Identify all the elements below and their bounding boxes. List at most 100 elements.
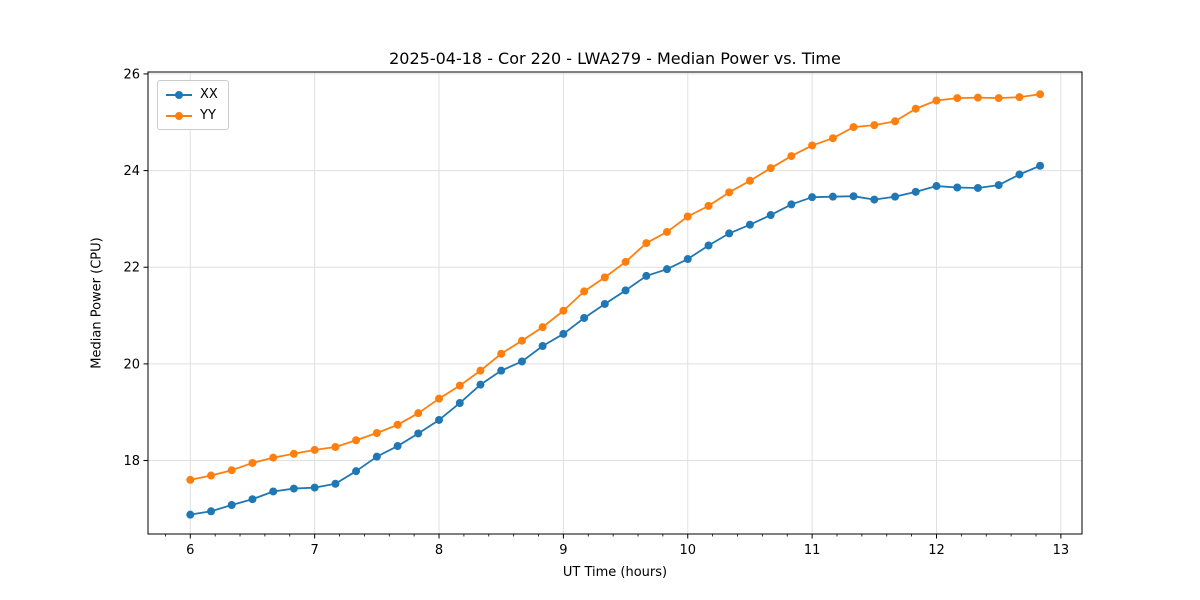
series-yy-marker [870,121,879,130]
series-yy-marker [580,287,589,296]
x-tick-label: 7 [311,543,319,558]
series-yy-marker [289,449,298,458]
series-xx-marker [911,187,920,196]
series-xx-line [190,164,1041,516]
series-xx-marker [414,429,423,438]
series-yy-marker [600,273,609,282]
series-yy-marker [248,458,257,467]
series-xx-marker [828,192,837,201]
series-yy-marker [352,436,361,445]
series-xx-marker [766,211,775,220]
series-xx-marker [559,329,568,338]
series-xx-marker [870,195,879,204]
series-yy-marker [269,453,278,462]
legend-label-xx: XX [200,87,218,102]
series-yy-marker [227,466,236,475]
series-yy-marker [642,239,651,248]
series-xx-marker [331,479,340,488]
series-yy-marker [828,134,837,143]
legend-label-yy: YY [200,108,216,123]
series-yy-marker [559,306,568,315]
series-xx-marker [1015,170,1024,179]
series-yy-marker [994,94,1003,103]
y-axis-label: Median Power (CPU) [89,237,105,369]
series-xx-marker [435,415,444,424]
series-xx-marker [352,467,361,476]
x-tick-label: 6 [186,543,194,558]
series-xx-marker [642,271,651,280]
series-xx-marker [932,182,941,191]
series-yy-marker [808,141,817,150]
series-xx-marker [745,220,754,229]
chart-title: 2025-04-18 - Cor 220 - LWA279 - Median P… [389,49,841,68]
series-xx-marker [662,265,671,274]
series-xx-marker [787,200,796,209]
series-yy-marker [745,176,754,185]
series-xx-marker [227,501,236,510]
series-yy-marker [891,117,900,126]
series-xx-marker [973,183,982,192]
series-xx-marker [248,495,257,504]
series-xx-marker [621,286,630,295]
series-xx-marker [891,192,900,201]
series-yy-marker [787,152,796,161]
series-yy-marker [911,104,920,113]
y-tick-label: 20 [123,357,140,372]
series-yy-marker [932,96,941,105]
series-yy-marker [435,394,444,403]
series-yy-marker [207,471,216,480]
series-yy-marker [331,443,340,452]
series-yy-marker [973,93,982,102]
series-xx-marker [476,380,485,389]
y-tick-label: 26 [123,67,140,82]
series-yy-marker [372,428,381,437]
series-xx-marker [953,183,962,192]
series-yy-marker [683,212,692,221]
series-xx-marker [455,399,464,408]
series-yy-marker [538,323,547,332]
series-xx-marker [393,442,402,451]
series-yy-marker [1015,93,1024,102]
series-yy-marker [414,409,423,418]
y-tick-label: 18 [123,454,140,469]
series-yy-marker [662,227,671,236]
series-xx-marker [186,510,195,519]
series-yy-marker [393,420,402,429]
series-yy-marker [517,336,526,345]
series-xx-marker [580,313,589,322]
series-xx-marker [497,366,506,375]
series-xx-marker [538,342,547,351]
x-tick-label: 9 [559,543,567,558]
x-tick-label: 8 [435,543,443,558]
series-xx-marker [269,487,278,496]
plot-border [147,71,1083,535]
y-tick-label: 22 [123,261,140,276]
series-yy-marker [455,381,464,390]
series-xx-marker [1036,161,1045,170]
series-xx-marker [517,357,526,366]
x-tick-label: 12 [928,543,945,558]
series-xx-marker [289,484,298,493]
series-xx-marker [600,299,609,308]
x-tick-label: 10 [679,543,696,558]
series-xx-marker [207,507,216,516]
legend-line-marker-yy-icon [166,111,192,120]
x-tick-label: 13 [1053,543,1070,558]
series-xx-marker [725,229,734,238]
series-yy-marker [310,445,319,454]
series-xx-marker [683,255,692,264]
legend: XX YY [157,80,229,130]
series-xx-marker [372,452,381,461]
series-xx-marker [704,241,713,250]
x-tick-label: 11 [804,543,821,558]
series-yy-marker [849,123,858,132]
series-yy-marker [725,188,734,197]
legend-item-xx: XX [166,86,218,103]
series-xx-marker [808,193,817,202]
series-yy-marker [766,164,775,173]
series-yy-marker [704,201,713,210]
x-axis-label: UT Time (hours) [562,565,668,580]
series-yy-marker [1036,90,1045,99]
series-yy-marker [621,257,630,266]
